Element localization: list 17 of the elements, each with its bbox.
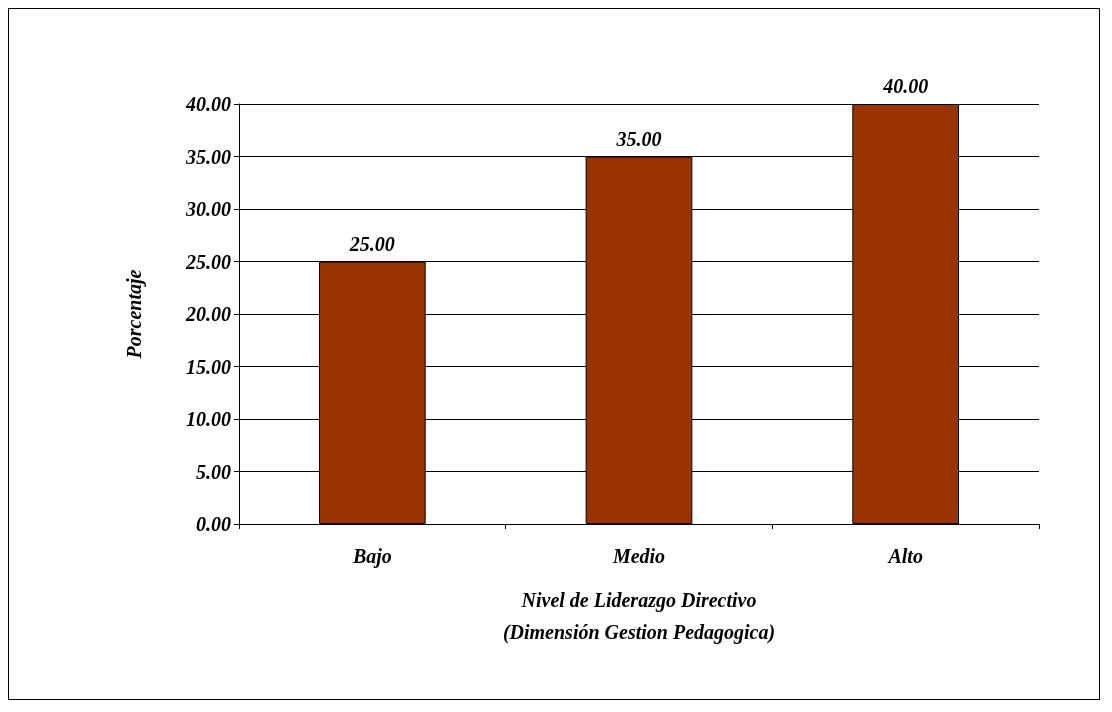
- y-tick-label: 5.00: [196, 460, 231, 483]
- y-tick-label: 25.00: [185, 250, 231, 273]
- y-tick-label: 20.00: [185, 303, 231, 325]
- y-tick-label: 10.00: [186, 408, 231, 430]
- x-tick-label: Medio: [611, 545, 666, 567]
- x-axis-title: Nivel de Liderazgo Directivo (Dimensión Gestion Pedagogica): [502, 589, 776, 644]
- data-label: 35.00: [615, 127, 662, 150]
- x-tick-label: Alto: [886, 545, 923, 567]
- y-tick-label: 40.00: [185, 93, 231, 115]
- y-axis-title: Porcentaje: [123, 269, 146, 360]
- y-tick-label: 0.00: [196, 513, 231, 535]
- x-tick-label: Bajo: [351, 545, 392, 568]
- data-label: 25.00: [348, 232, 395, 255]
- y-tick-label: 30.00: [185, 198, 231, 220]
- y-tick-label: 15.00: [186, 355, 231, 378]
- y-tick-label: 35.00: [185, 145, 231, 168]
- data-label: 40.00: [882, 75, 929, 97]
